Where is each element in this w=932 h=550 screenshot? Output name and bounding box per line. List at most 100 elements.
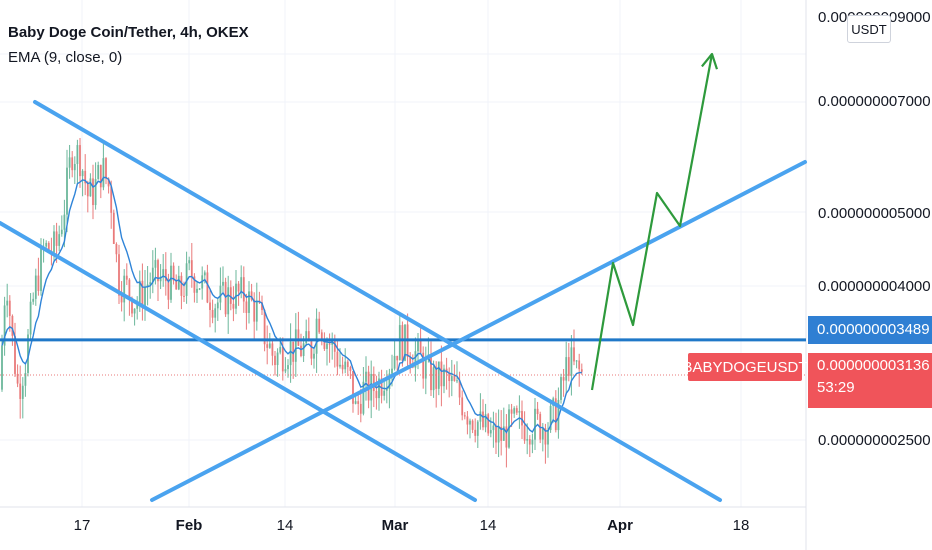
x-tick-label: 17 xyxy=(73,517,91,534)
chart-legend: Baby Doge Coin/Tether, 4h, OKEX EMA (9, … xyxy=(8,20,249,70)
candle-body xyxy=(479,411,482,422)
candle-body xyxy=(362,381,365,414)
candle-body xyxy=(536,408,539,415)
candle-body xyxy=(279,346,282,353)
candle-body xyxy=(271,343,274,356)
candle-body xyxy=(487,414,490,434)
candle-body xyxy=(448,373,451,382)
currency-unit-badge[interactable]: USDT xyxy=(847,15,891,43)
candle-body xyxy=(37,275,40,291)
candle-body xyxy=(554,398,557,431)
candle-body xyxy=(154,260,157,268)
x-tick-label: 14 xyxy=(479,517,497,534)
candle-body xyxy=(40,247,42,291)
candle-body xyxy=(185,263,188,296)
candle-body xyxy=(107,178,110,187)
legend-title: Baby Doge Coin/Tether, 4h, OKEX xyxy=(8,24,249,41)
candle-body xyxy=(313,353,315,359)
candle-body xyxy=(141,280,144,308)
candle-body xyxy=(11,315,14,336)
candle-body xyxy=(227,287,230,315)
candle-body xyxy=(115,243,118,255)
candle-body xyxy=(284,369,287,372)
candle-body xyxy=(349,367,352,371)
candle-body xyxy=(424,357,427,379)
candle-body xyxy=(310,341,313,359)
candle-body xyxy=(253,299,256,322)
candle-body xyxy=(216,302,219,309)
candle-body xyxy=(58,234,61,246)
candle-body xyxy=(419,338,422,353)
candle-body xyxy=(68,157,71,168)
candle-body xyxy=(136,303,139,309)
candle-body xyxy=(180,275,183,296)
candle-body xyxy=(518,410,521,413)
candle-body xyxy=(89,178,92,197)
candle-body xyxy=(521,410,523,426)
candle-body xyxy=(354,401,357,404)
candle-body xyxy=(16,373,19,384)
candle-body xyxy=(497,426,500,443)
candle-body xyxy=(534,408,536,440)
candle-body xyxy=(55,231,58,246)
candle-body xyxy=(263,310,266,345)
candle-body xyxy=(1,345,3,390)
candle-body xyxy=(29,301,32,335)
candle-body xyxy=(128,279,131,298)
candle-body xyxy=(456,380,458,382)
candle-body xyxy=(515,408,518,413)
candle-body xyxy=(292,341,295,362)
candle-body xyxy=(484,414,487,428)
candle-body xyxy=(172,265,175,281)
candle-body xyxy=(261,302,263,311)
last-price-tag: 0.000000003136 53:29 xyxy=(808,353,932,408)
candle-body xyxy=(120,295,123,303)
candle-body xyxy=(79,145,81,177)
candle-body xyxy=(396,355,399,361)
candle-body xyxy=(562,377,565,381)
candle-body xyxy=(482,411,484,428)
candle-body xyxy=(112,212,115,244)
candle-body xyxy=(531,439,534,445)
x-tick-label: Feb xyxy=(175,517,203,534)
candle-body xyxy=(393,355,396,369)
candle-body xyxy=(19,383,22,399)
candle-body xyxy=(32,298,35,302)
level-price-tag: 0.000000003489 xyxy=(808,316,932,344)
candle-body xyxy=(53,231,55,253)
candle-body xyxy=(453,376,456,381)
candle-body xyxy=(71,157,74,171)
candle-body xyxy=(232,303,235,309)
candle-body xyxy=(414,351,417,368)
candle-body xyxy=(224,281,227,315)
candle-body xyxy=(84,170,87,184)
candle-body xyxy=(489,430,492,434)
candle-body xyxy=(315,318,318,354)
candle-body xyxy=(177,275,180,290)
candle-body xyxy=(388,373,391,389)
candle-body xyxy=(214,308,217,318)
candle-body xyxy=(375,391,378,399)
projection-arrowhead xyxy=(701,52,719,70)
candle-body xyxy=(175,280,178,290)
candle-body xyxy=(398,325,401,361)
candle-body xyxy=(164,269,167,282)
y-tick-label: 0.000000004000 xyxy=(818,278,931,295)
candle-body xyxy=(471,420,474,430)
candle-body xyxy=(222,281,224,286)
candle-body xyxy=(346,361,349,368)
bar-countdown: 53:29 xyxy=(817,379,855,396)
candle-body xyxy=(476,421,479,436)
candle-body xyxy=(458,380,461,398)
candle-body xyxy=(502,426,505,441)
candle-body xyxy=(474,429,477,436)
candle-body xyxy=(123,275,126,303)
projection-path xyxy=(590,53,714,391)
candle-body xyxy=(318,318,321,333)
candle-body xyxy=(125,275,128,280)
candle-body xyxy=(281,346,284,372)
candle-body xyxy=(209,302,211,310)
candle-body xyxy=(240,277,243,292)
candle-body xyxy=(170,265,172,300)
